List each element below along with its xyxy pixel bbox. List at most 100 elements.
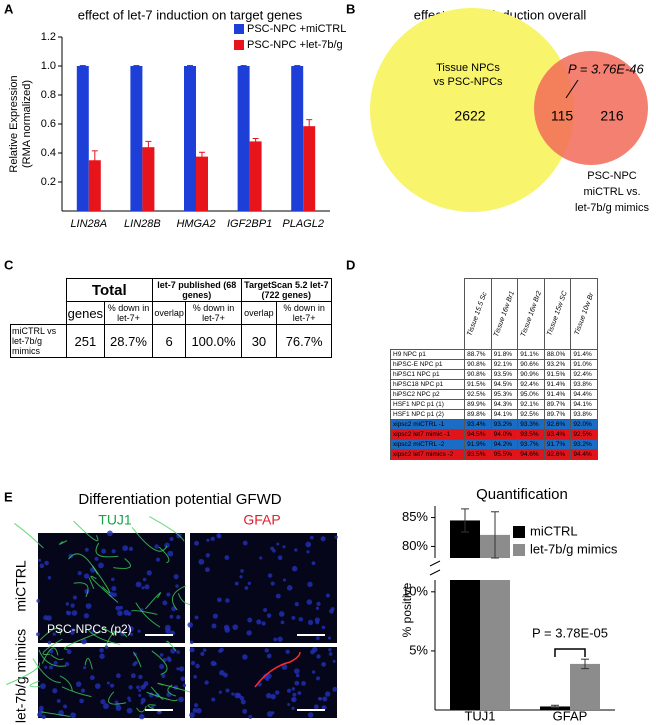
neurite xyxy=(171,585,187,611)
legend-swatch xyxy=(234,24,244,34)
nucleus xyxy=(63,704,68,709)
neurite xyxy=(146,691,178,702)
inset-label: PSC-NPCs (p2) xyxy=(47,622,132,636)
nucleus xyxy=(218,690,222,694)
nucleus xyxy=(83,613,90,619)
nucleus xyxy=(94,683,101,689)
data-row: hiPSC18 NPC p1 91.5% 94.5% 92.4% 91.4% 93.8% xyxy=(389,379,598,390)
neurite xyxy=(136,705,147,713)
nucleus xyxy=(170,648,176,654)
nucleus xyxy=(159,653,164,657)
cell: 94.0% xyxy=(490,429,519,440)
neurite xyxy=(158,546,170,564)
p-value: P = 3.76E-46 xyxy=(568,61,645,76)
cell: 90.9% xyxy=(517,369,545,380)
nucleus xyxy=(277,636,283,642)
nucleus xyxy=(37,712,43,718)
cell: 92.6% xyxy=(543,449,572,460)
nucleus xyxy=(70,603,75,608)
cell: 90.8% xyxy=(464,369,492,380)
nucleus xyxy=(281,664,288,670)
nucleus xyxy=(313,704,319,710)
nucleus xyxy=(272,548,276,553)
nucleus xyxy=(84,547,89,552)
bar xyxy=(130,66,143,211)
nucleus xyxy=(139,713,145,720)
nucleus xyxy=(144,584,150,590)
cell: 93.4% xyxy=(543,429,572,440)
cell: 88.7% xyxy=(464,349,492,360)
nucleus xyxy=(307,581,313,588)
column-header: % down in let-7+ xyxy=(104,301,153,325)
nucleus xyxy=(196,707,202,714)
error-bar xyxy=(145,140,152,153)
neurite xyxy=(73,520,99,542)
nucleus xyxy=(265,677,269,682)
nucleus xyxy=(80,638,87,645)
nucleus xyxy=(325,593,330,598)
nucleus xyxy=(321,625,326,630)
nucleus xyxy=(169,536,174,542)
nucleus xyxy=(130,632,134,636)
nucleus xyxy=(282,578,287,582)
condition-label: miCTRL xyxy=(13,560,29,612)
nucleus xyxy=(46,615,52,621)
nucleus xyxy=(154,544,159,549)
row-label: hiPSC-E NPC p1 xyxy=(389,359,466,370)
cell: 89.9% xyxy=(464,399,492,410)
y-axis-label: % positive xyxy=(400,582,414,637)
nucleus xyxy=(298,617,304,622)
neurite xyxy=(41,711,71,717)
y-tick-label: 0.4 xyxy=(41,147,56,159)
nucleus xyxy=(239,575,243,579)
nucleus xyxy=(167,657,172,663)
nucleus xyxy=(307,712,314,718)
nucleus xyxy=(276,542,280,546)
cell: 92.0% xyxy=(570,419,598,430)
nucleus xyxy=(128,546,134,552)
set-label: miCTRL vs. xyxy=(583,186,640,198)
nucleus xyxy=(261,621,266,626)
nucleus xyxy=(159,664,165,670)
nucleus xyxy=(315,676,321,681)
neurite xyxy=(68,553,98,575)
neurite xyxy=(42,638,63,656)
nucleus xyxy=(204,680,209,685)
bar xyxy=(76,66,89,211)
row-label: hiPSC18 NPC p1 xyxy=(389,379,466,390)
column-header-text: Tissue 15.5 Sc xyxy=(466,291,490,337)
nucleus xyxy=(225,688,230,693)
nucleus xyxy=(239,695,245,701)
cell: 28.7% xyxy=(104,324,153,358)
neurite xyxy=(95,542,119,558)
row-label: HSF1 NPC p1 (1) xyxy=(389,399,466,410)
bar xyxy=(291,66,304,211)
nucleus xyxy=(294,601,299,607)
x-tick-label: LIN28A xyxy=(70,218,107,230)
nucleus xyxy=(270,581,275,586)
nucleus xyxy=(291,687,296,691)
bar xyxy=(570,663,600,710)
bar xyxy=(540,706,570,710)
bar xyxy=(480,580,510,710)
nucleus xyxy=(83,665,87,670)
y-tick-label: 5% xyxy=(409,642,428,657)
x-tick-label: IGF2BP1 xyxy=(227,218,272,230)
cell: 91.9% xyxy=(464,439,492,450)
x-tick-label: TUJ1 xyxy=(464,708,495,723)
header-row: Total let-7 published (68 genes) TargetSca… xyxy=(11,278,333,302)
cell: 91.0% xyxy=(570,359,598,370)
nucleus xyxy=(285,649,290,654)
cell: 88.0% xyxy=(543,349,572,360)
nucleus xyxy=(334,535,338,539)
nucleus xyxy=(294,548,298,552)
nucleus xyxy=(202,648,207,652)
cell: 76.7% xyxy=(276,324,332,358)
nucleus xyxy=(48,665,54,670)
nucleus xyxy=(232,624,239,631)
panel-letter: A xyxy=(4,1,14,16)
nucleus xyxy=(286,585,293,591)
nucleus xyxy=(104,645,109,649)
cell: 94.6% xyxy=(517,449,545,460)
x-tick-label: GFAP xyxy=(553,708,588,723)
